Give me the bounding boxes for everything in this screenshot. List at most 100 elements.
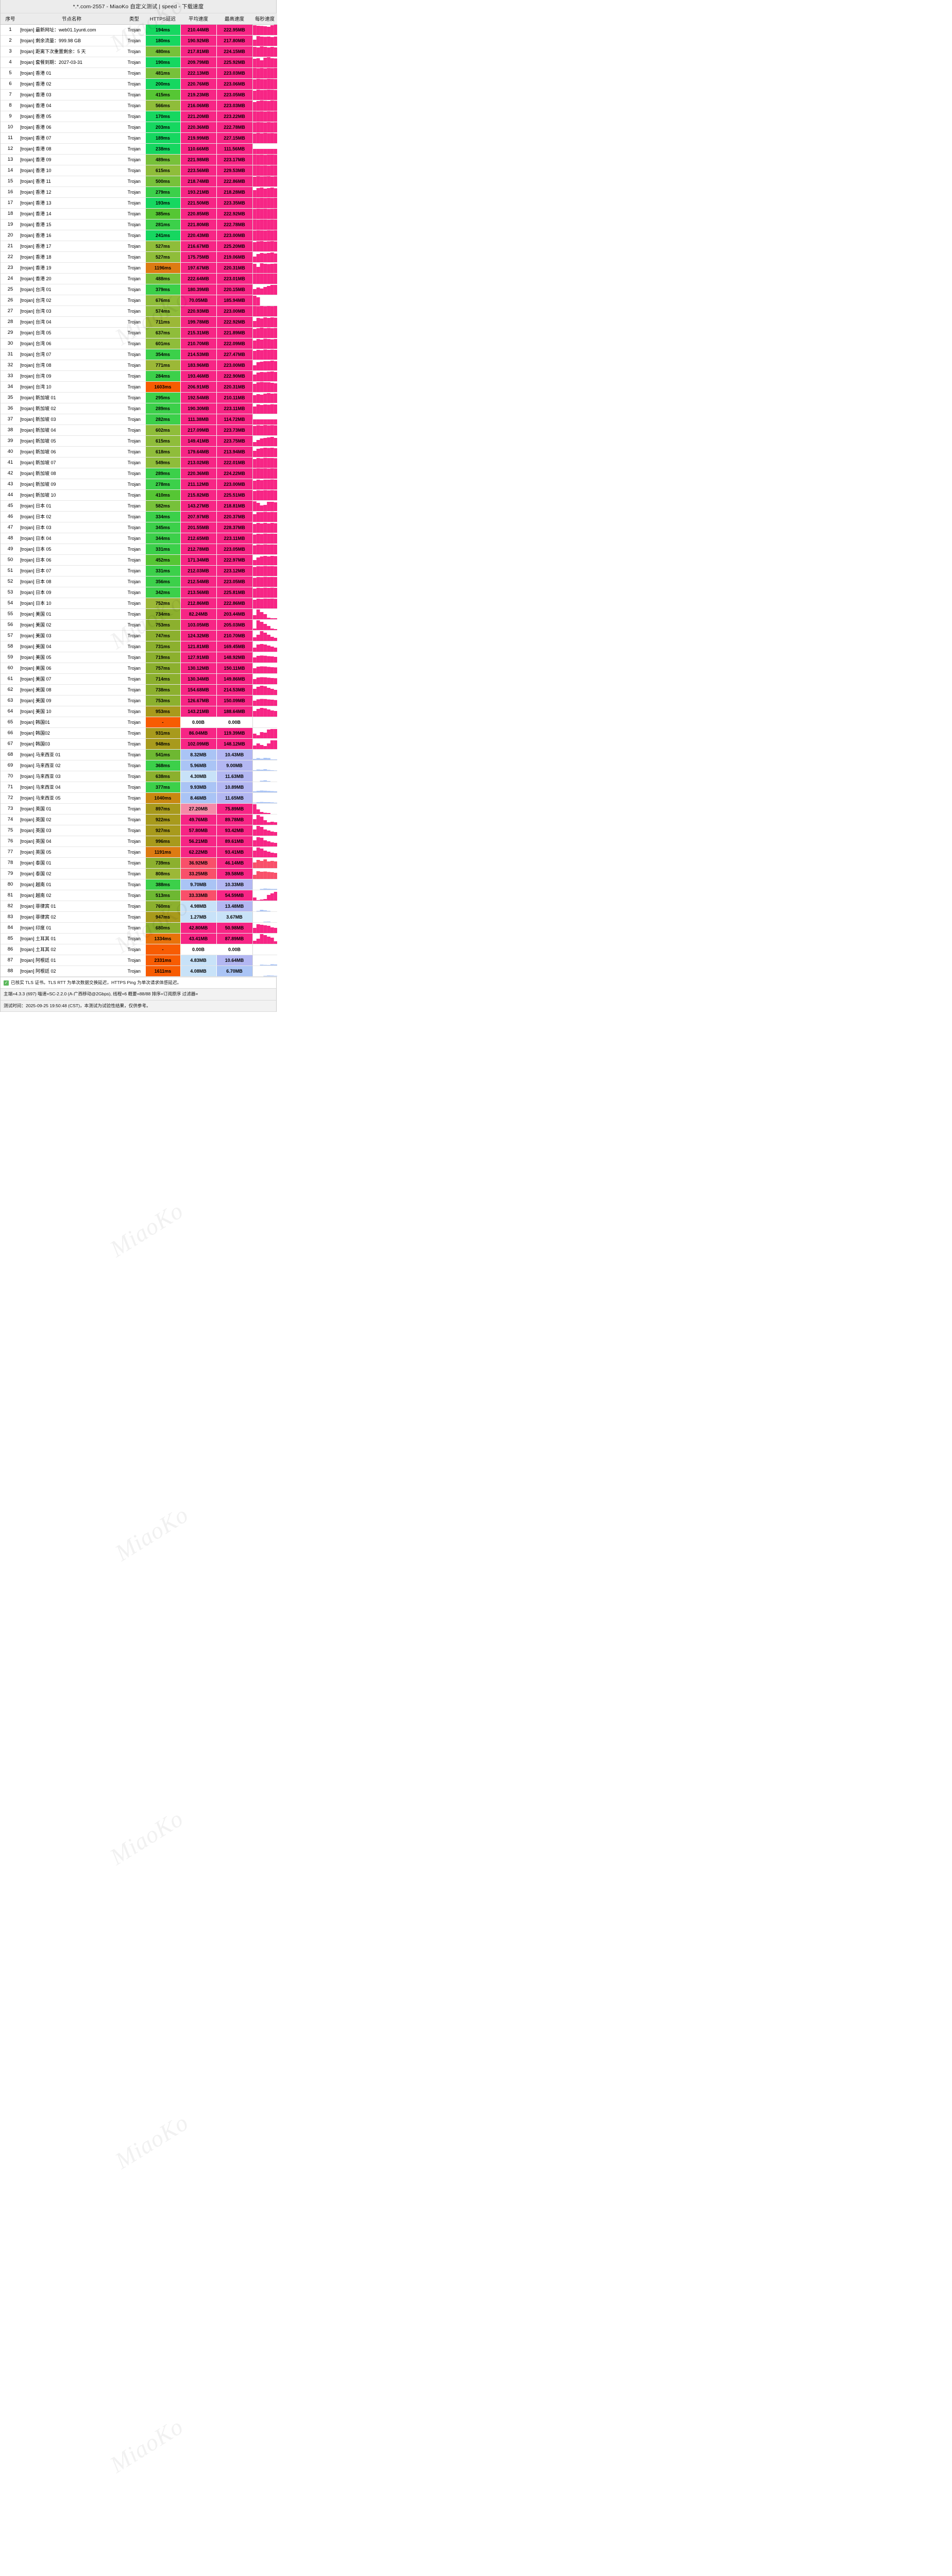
table-row[interactable]: 11 [trojan] 香港 07 Trojan 189ms 219.99MB 227.1… — [1, 132, 277, 144]
table-row[interactable]: 76 [trojan] 英国 04 Trojan 996ms 56.21MB 89.61M… — [1, 836, 277, 847]
table-row[interactable]: 56 [trojan] 美国 02 Trojan 753ms 103.05MB 205.0… — [1, 619, 277, 631]
table-row[interactable]: 17 [trojan] 香港 13 Trojan 193ms 221.50MB 223.3… — [1, 197, 277, 209]
table-row[interactable]: 54 [trojan] 日本 10 Trojan 752ms 212.86MB 222.8… — [1, 598, 277, 609]
table-row[interactable]: 59 [trojan] 美国 05 Trojan 719ms 127.91MB 148.9… — [1, 652, 277, 663]
table-row[interactable]: 60 [trojan] 美国 06 Trojan 757ms 130.12MB 150.1… — [1, 663, 277, 674]
table-row[interactable]: 5 [trojan] 香港 01 Trojan 481ms 222.13MB 223.03… — [1, 67, 277, 79]
table-row[interactable]: 14 [trojan] 香港 10 Trojan 615ms 223.56MB 229.5… — [1, 165, 277, 176]
table-row[interactable]: 69 [trojan] 马来西亚 02 Trojan 368ms 5.96MB 9.00M… — [1, 760, 277, 771]
table-row[interactable]: 73 [trojan] 英国 01 Trojan 897ms 27.20MB 75.89M… — [1, 803, 277, 815]
table-row[interactable]: 79 [trojan] 泰国 02 Trojan 808ms 33.25MB 39.58M… — [1, 868, 277, 879]
table-row[interactable]: 19 [trojan] 香港 15 Trojan 281ms 221.80MB 222.7… — [1, 219, 277, 230]
table-row[interactable]: 42 [trojan] 新加坡 08 Trojan 289ms 220.36MB 224.… — [1, 468, 277, 479]
table-row[interactable]: 25 [trojan] 台湾 01 Trojan 379ms 180.39MB 220.1… — [1, 284, 277, 295]
table-row[interactable]: 88 [trojan] 阿根廷 02 Trojan 1611ms 4.08MB 6.70M… — [1, 965, 277, 977]
table-row[interactable]: 28 [trojan] 台湾 04 Trojan 711ms 199.78MB 222.9… — [1, 316, 277, 328]
table-row[interactable]: 8 [trojan] 香港 04 Trojan 566ms 216.06MB 223.03… — [1, 100, 277, 111]
table-row[interactable]: 13 [trojan] 香港 09 Trojan 489ms 221.98MB 223.1… — [1, 154, 277, 165]
table-row[interactable]: 21 [trojan] 香港 17 Trojan 527ms 216.67MB 225.2… — [1, 241, 277, 252]
table-row[interactable]: 66 [trojan] 韩国02 Trojan 931ms 86.04MB 119.39M… — [1, 727, 277, 739]
table-row[interactable]: 35 [trojan] 新加坡 01 Trojan 295ms 192.54MB 210.… — [1, 392, 277, 403]
table-row[interactable]: 58 [trojan] 美国 04 Trojan 731ms 121.81MB 169.4… — [1, 641, 277, 652]
column-header-type[interactable]: 类型 — [123, 13, 145, 25]
table-row[interactable]: 70 [trojan] 马来西亚 03 Trojan 638ms 4.30MB 11.63… — [1, 771, 277, 782]
table-row[interactable]: 87 [trojan] 阿根廷 01 Trojan 2331ms 4.83MB 10.64… — [1, 955, 277, 966]
table-row[interactable]: 18 [trojan] 香港 14 Trojan 385ms 220.85MB 222.9… — [1, 208, 277, 219]
table-row[interactable]: 55 [trojan] 美国 01 Trojan 734ms 82.24MB 203.44… — [1, 608, 277, 620]
table-row[interactable]: 81 [trojan] 越南 02 Trojan 513ms 33.33MB 54.59M… — [1, 890, 277, 901]
table-row[interactable]: 37 [trojan] 新加坡 03 Trojan 282ms 111.38MB 114.… — [1, 414, 277, 425]
table-row[interactable]: 1 [trojan] 最新网址：web01.1yunti.com Trojan 194… — [1, 24, 277, 36]
table-row[interactable]: 10 [trojan] 香港 06 Trojan 203ms 220.36MB 222.7… — [1, 122, 277, 133]
table-row[interactable]: 86 [trojan] 土耳其 02 Trojan -0.00B 0.00B — [1, 944, 277, 955]
table-row[interactable]: 85 [trojan] 土耳其 01 Trojan 1334ms 43.41MB 87.8… — [1, 933, 277, 944]
table-row[interactable]: 82 [trojan] 菲律宾 01 Trojan 760ms 4.98MB 13.48M… — [1, 901, 277, 912]
table-row[interactable]: 32 [trojan] 台湾 08 Trojan 771ms 183.96MB 223.0… — [1, 360, 277, 371]
column-header-max[interactable]: 最高速度 — [216, 13, 252, 25]
table-row[interactable]: 2 [trojan] 剩余流量：999.98 GB Trojan 180ms 190.9… — [1, 35, 277, 46]
table-row[interactable]: 15 [trojan] 香港 11 Trojan 500ms 218.74MB 222.8… — [1, 176, 277, 187]
table-row[interactable]: 50 [trojan] 日本 06 Trojan 452ms 171.34MB 222.9… — [1, 554, 277, 566]
table-row[interactable]: 49 [trojan] 日本 05 Trojan 331ms 212.78MB 223.0… — [1, 544, 277, 555]
table-row[interactable]: 57 [trojan] 美国 03 Trojan 747ms 124.32MB 210.7… — [1, 630, 277, 641]
cell-max-speed: 223.05MB — [216, 89, 252, 100]
column-header-name[interactable]: 节点名称 — [20, 13, 123, 25]
table-row[interactable]: 75 [trojan] 英国 03 Trojan 927ms 57.80MB 93.42M… — [1, 825, 277, 836]
table-row[interactable]: 72 [trojan] 马来西亚 05 Trojan 1040ms 8.46MB 11.6… — [1, 792, 277, 804]
table-row[interactable]: 40 [trojan] 新加坡 06 Trojan 618ms 179.64MB 213.… — [1, 446, 277, 457]
table-row[interactable]: 12 [trojan] 香港 08 Trojan 238ms 110.66MB 111.5… — [1, 143, 277, 155]
table-row[interactable]: 61 [trojan] 美国 07 Trojan 714ms 130.34MB 149.8… — [1, 673, 277, 685]
table-row[interactable]: 20 [trojan] 香港 16 Trojan 241ms 220.43MB 223.0… — [1, 230, 277, 241]
table-row[interactable]: 31 [trojan] 台湾 07 Trojan 354ms 214.53MB 227.4… — [1, 349, 277, 360]
table-row[interactable]: 53 [trojan] 日本 09 Trojan 342ms 213.56MB 225.8… — [1, 587, 277, 598]
sparkline-chart — [253, 501, 277, 511]
table-row[interactable]: 6 [trojan] 香港 02 Trojan 200ms 220.76MB 223.06… — [1, 78, 277, 90]
table-row[interactable]: 41 [trojan] 新加坡 07 Trojan 549ms 213.02MB 222.… — [1, 457, 277, 468]
cell-avg-speed: 33.33MB — [180, 890, 216, 901]
table-row[interactable]: 22 [trojan] 香港 18 Trojan 527ms 175.75MB 219.0… — [1, 251, 277, 263]
table-row[interactable]: 23 [trojan] 香港 19 Trojan 1196ms 197.67MB 220.… — [1, 262, 277, 274]
table-row[interactable]: 84 [trojan] 印度 01 Trojan 680ms 42.80MB 50.98M… — [1, 922, 277, 934]
column-header-spark[interactable]: 每秒速度 — [252, 13, 277, 25]
column-header-index[interactable]: 序号 — [1, 13, 20, 25]
table-row[interactable]: 36 [trojan] 新加坡 02 Trojan 289ms 190.30MB 223.… — [1, 403, 277, 414]
table-row[interactable]: 3 [trojan] 距离下次重置剩余：5 天 Trojan 480ms 217.81M… — [1, 46, 277, 57]
table-row[interactable]: 33 [trojan] 台湾 09 Trojan 284ms 193.46MB 222.9… — [1, 370, 277, 382]
table-row[interactable]: 29 [trojan] 台湾 05 Trojan 637ms 215.31MB 221.8… — [1, 327, 277, 338]
table-row[interactable]: 7 [trojan] 香港 03 Trojan 415ms 219.23MB 223.05… — [1, 89, 277, 100]
table-row[interactable]: 51 [trojan] 日本 07 Trojan 331ms 212.03MB 223.1… — [1, 565, 277, 577]
table-row[interactable]: 64 [trojan] 美国 10 Trojan 953ms 143.21MB 188.6… — [1, 706, 277, 717]
table-row[interactable]: 45 [trojan] 日本 01 Trojan 582ms 143.27MB 218.8… — [1, 500, 277, 512]
table-row[interactable]: 9 [trojan] 香港 05 Trojan 170ms 221.20MB 223.22… — [1, 111, 277, 122]
table-row[interactable]: 80 [trojan] 越南 01 Trojan 388ms 9.70MB 10.33MB — [1, 879, 277, 890]
table-row[interactable]: 65 [trojan] 韩国01 Trojan -0.00B 0.00B — [1, 717, 277, 728]
column-header-avg[interactable]: 平均速度 — [180, 13, 216, 25]
table-row[interactable]: 62 [trojan] 美国 08 Trojan 738ms 154.68MB 214.5… — [1, 684, 277, 696]
table-row[interactable]: 38 [trojan] 新加坡 04 Trojan 602ms 217.09MB 223.… — [1, 425, 277, 436]
table-row[interactable]: 16 [trojan] 香港 12 Trojan 279ms 193.21MB 218.2… — [1, 187, 277, 198]
table-row[interactable]: 43 [trojan] 新加坡 09 Trojan 278ms 211.12MB 223.… — [1, 479, 277, 490]
table-row[interactable]: 47 [trojan] 日本 03 Trojan 345ms 201.55MB 228.3… — [1, 522, 277, 533]
table-row[interactable]: 46 [trojan] 日本 02 Trojan 334ms 207.97MB 220.3… — [1, 511, 277, 522]
table-row[interactable]: 77 [trojan] 英国 05 Trojan 1191ms 62.22MB 93.41… — [1, 846, 277, 858]
table-row[interactable]: 24 [trojan] 香港 20 Trojan 488ms 222.64MB 223.0… — [1, 273, 277, 284]
cell-per-second-sparkline — [252, 760, 277, 771]
table-row[interactable]: 48 [trojan] 日本 04 Trojan 344ms 212.65MB 223.1… — [1, 533, 277, 544]
table-row[interactable]: 34 [trojan] 台湾 10 Trojan 1603ms 206.91MB 220.… — [1, 381, 277, 393]
table-row[interactable]: 39 [trojan] 新加坡 05 Trojan 615ms 149.41MB 223.… — [1, 435, 277, 447]
column-header-latency[interactable]: HTTPS延迟 — [145, 13, 180, 25]
table-row[interactable]: 52 [trojan] 日本 08 Trojan 356ms 212.54MB 223.0… — [1, 576, 277, 587]
table-row[interactable]: 74 [trojan] 英国 02 Trojan 922ms 49.76MB 89.78M… — [1, 814, 277, 825]
table-row[interactable]: 30 [trojan] 台湾 06 Trojan 601ms 210.70MB 222.0… — [1, 338, 277, 349]
table-row[interactable]: 63 [trojan] 美国 09 Trojan 753ms 126.67MB 150.0… — [1, 695, 277, 706]
table-row[interactable]: 44 [trojan] 新加坡 10 Trojan 410ms 215.82MB 225.… — [1, 489, 277, 501]
table-row[interactable]: 4 [trojan] 套餐到期：2027-03-31 Trojan 190ms 209.… — [1, 57, 277, 68]
table-row[interactable]: 68 [trojan] 马来西亚 01 Trojan 541ms 8.32MB 10.43… — [1, 749, 277, 760]
table-row[interactable]: 78 [trojan] 泰国 01 Trojan 739ms 36.92MB 46.14M… — [1, 857, 277, 869]
table-row[interactable]: 26 [trojan] 台湾 02 Trojan 676ms 70.05MB 185.94… — [1, 295, 277, 306]
table-row[interactable]: 67 [trojan] 韩国03 Trojan 948ms 102.09MB 148.12… — [1, 738, 277, 750]
table-row[interactable]: 71 [trojan] 马来西亚 04 Trojan 377ms 9.93MB 10.89… — [1, 782, 277, 793]
cell-latency: 527ms — [145, 251, 180, 263]
table-row[interactable]: 83 [trojan] 菲律宾 02 Trojan 947ms 1.27MB 3.67MB — [1, 911, 277, 923]
table-row[interactable]: 27 [trojan] 台湾 03 Trojan 574ms 220.93MB 223.0… — [1, 306, 277, 317]
